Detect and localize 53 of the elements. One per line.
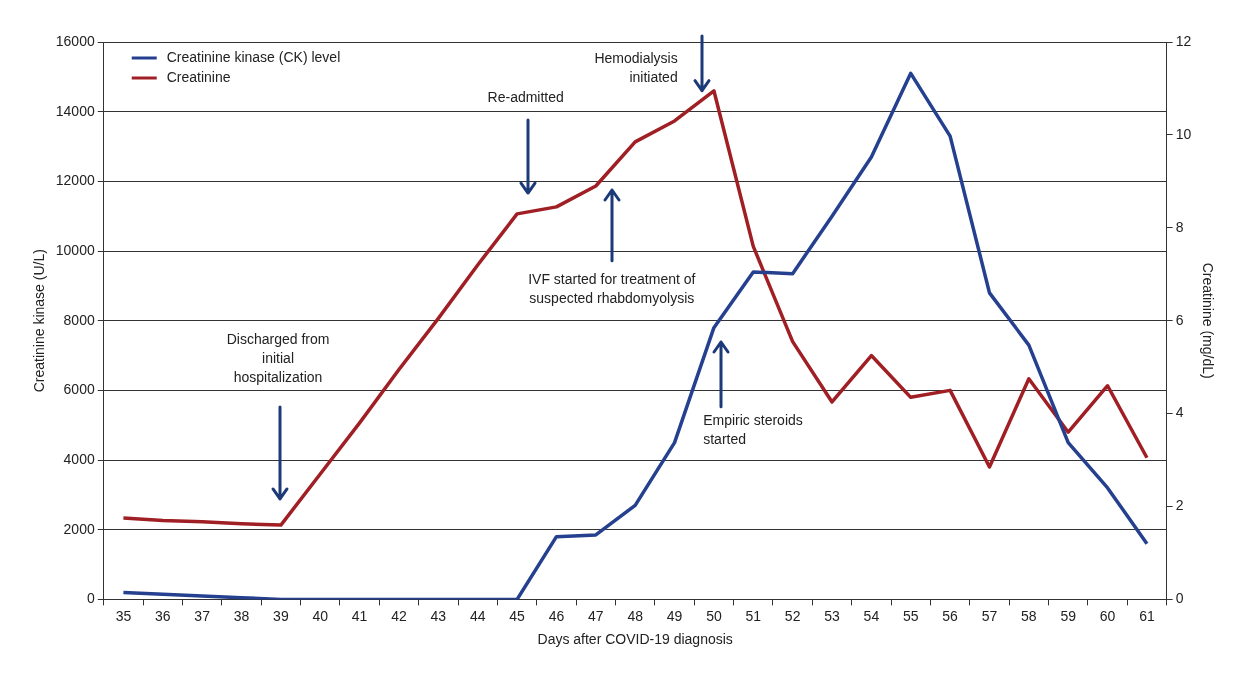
legend-label: Creatinine kinase (CK) level (166, 48, 341, 65)
x-tick-label: 35 (115, 607, 132, 624)
x-tick-label: 60 (1099, 607, 1116, 624)
x-axis-title: Days after COVID-19 diagnosis (537, 631, 733, 648)
x-tick-label: 57 (981, 607, 998, 624)
y-tick-label: 2000 (63, 520, 95, 537)
y2-tick-label: 8 (1175, 218, 1184, 235)
x-tick-label: 48 (627, 607, 644, 624)
annotation: Re-admitted (487, 88, 564, 105)
y-tick-label: 10000 (55, 241, 95, 258)
y2-tick-label: 0 (1175, 590, 1184, 607)
y-tick-label: 0 (86, 590, 95, 607)
annotation: Hemodialysis initiated (594, 49, 678, 85)
x-tick-label: 54 (863, 607, 880, 624)
y-tick-label: 16000 (55, 32, 95, 49)
x-tick-label: 51 (745, 607, 762, 624)
y-axis-title: Creatinine kinase (U/L) (31, 249, 48, 393)
annotation: Empiric steroids started (703, 411, 803, 447)
x-tick-label: 56 (942, 607, 959, 624)
x-tick-label: 44 (469, 607, 486, 624)
annotation: Discharged from initial hospitalization (226, 331, 330, 386)
x-tick-label: 50 (706, 607, 722, 624)
y2-tick-label: 4 (1175, 404, 1184, 421)
x-tick-label: 58 (1021, 607, 1037, 624)
x-tick-label: 42 (391, 607, 407, 624)
x-tick-label: 61 (1139, 607, 1155, 624)
y-tick-label: 4000 (63, 450, 95, 467)
y-tick-label: 6000 (63, 381, 95, 398)
x-tick-label: 47 (588, 607, 604, 624)
x-tick-label: 43 (430, 607, 447, 624)
y-tick-label: 14000 (55, 102, 95, 119)
x-tick-label: 39 (273, 607, 289, 624)
y2-axis-title: Creatinine (mg/dL) (1199, 262, 1216, 379)
x-tick-label: 52 (784, 607, 801, 624)
x-tick-label: 53 (824, 607, 841, 624)
y-tick-label: 8000 (63, 311, 95, 328)
x-tick-label: 46 (548, 607, 565, 624)
x-tick-label: 49 (666, 607, 683, 624)
y2-tick-label: 6 (1175, 311, 1184, 328)
x-tick-label: 38 (233, 607, 250, 624)
x-tick-label: 37 (194, 607, 211, 624)
x-tick-label: 55 (902, 607, 919, 624)
y2-tick-label: 2 (1175, 497, 1184, 514)
x-tick-label: 36 (154, 607, 171, 624)
legend-label: Creatinine (166, 68, 231, 85)
x-tick-label: 45 (509, 607, 526, 624)
y-tick-label: 12000 (55, 172, 95, 189)
x-tick-label: 40 (312, 607, 329, 624)
annotation: IVF started for treatment of suspected rhabdomyolysis (528, 271, 696, 307)
y2-tick-label: 12 (1175, 32, 1192, 49)
y2-tick-label: 10 (1175, 125, 1192, 142)
x-tick-label: 41 (351, 607, 368, 624)
x-tick-label: 59 (1060, 607, 1077, 624)
